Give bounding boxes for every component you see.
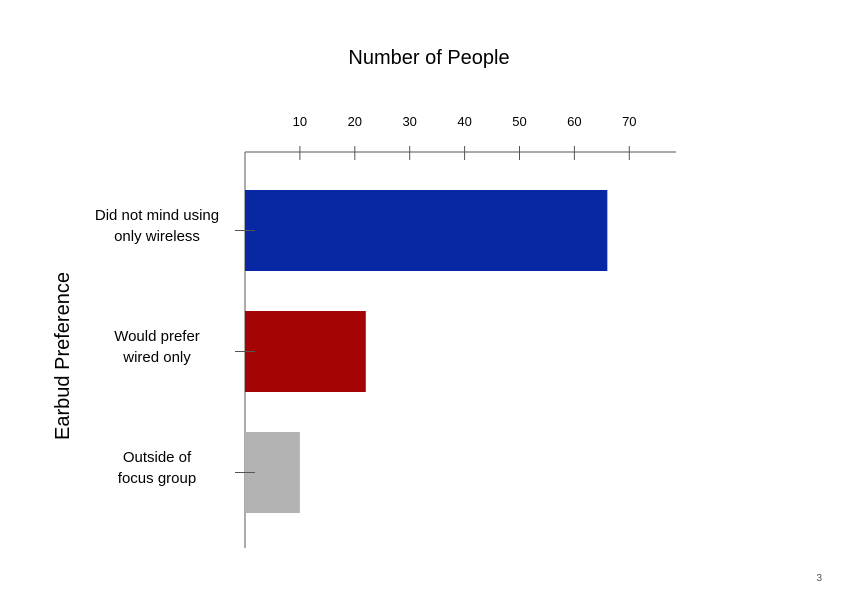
chart-title: Number of People xyxy=(348,47,509,69)
category-label: focus group xyxy=(118,470,196,487)
x-tick-label: 50 xyxy=(512,114,526,129)
category-label: Would prefer xyxy=(114,328,200,345)
x-tick-label: 30 xyxy=(402,114,416,129)
category-label: only wireless xyxy=(114,228,200,245)
x-tick-label: 10 xyxy=(293,114,307,129)
category-label: Did not mind using xyxy=(95,207,219,224)
x-axis-ticks: 10 20 30 40 50 60 70 xyxy=(293,114,637,160)
bar xyxy=(245,190,608,271)
bar xyxy=(245,311,366,392)
page-number: 3 xyxy=(816,573,822,584)
y-axis-label: Earbud Preference xyxy=(52,272,74,440)
category-label: wired only xyxy=(122,349,191,366)
x-tick-label: 60 xyxy=(567,114,581,129)
category-labels: Did not mind using only wireless Would pre… xyxy=(95,207,255,487)
category-label: Outside of xyxy=(123,449,192,466)
bar-group xyxy=(245,190,608,513)
x-tick-label: 20 xyxy=(348,114,362,129)
x-tick-label: 70 xyxy=(622,114,636,129)
x-tick-label: 40 xyxy=(457,114,471,129)
